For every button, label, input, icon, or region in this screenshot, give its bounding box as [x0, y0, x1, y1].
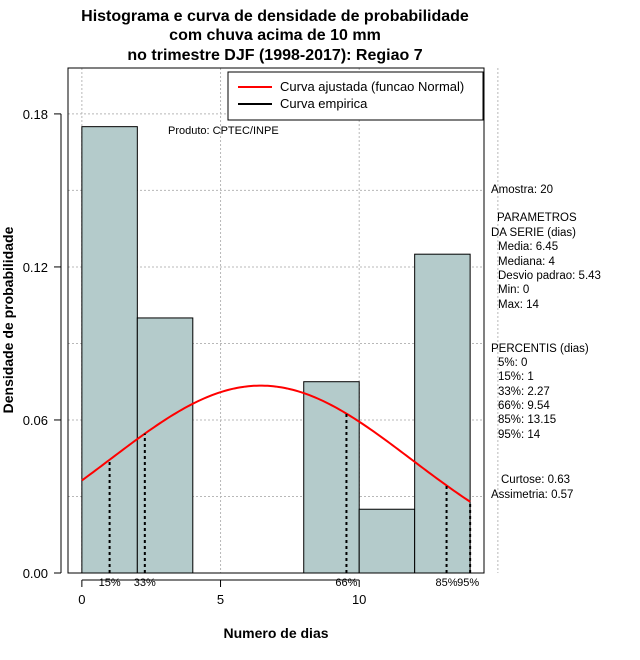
- stats-panel: Amostra: 20 PARAMETROS DA SERIE (dias) M…: [491, 184, 601, 501]
- histogram-bar-6: [414, 253, 471, 574]
- axes-layer: 0 5 10 0.00 0.06 0.12 0.18: [23, 107, 367, 607]
- legend-box: [227, 71, 484, 121]
- stat-min: Min: 0: [498, 284, 529, 296]
- chart-title-line-3: no trimestre DJF (1998-2017): Regiao 7: [127, 47, 422, 64]
- stat-assimetria: Assimetria: 0.57: [491, 489, 573, 501]
- percentile-label-2: 66%: [335, 577, 357, 589]
- chart-title-line-2: com chuva acima de 10 mm: [169, 27, 381, 44]
- stat-media: Media: 6.45: [498, 241, 558, 253]
- x-tick-label-2: 10: [352, 592, 366, 607]
- percentile-label-0: 15%: [99, 577, 121, 589]
- bars-layer: [81, 126, 471, 574]
- stat-params-subtitle: DA SERIE (dias): [491, 227, 576, 239]
- chart-title-line-1: Histograma e curva de densidade de proba…: [81, 8, 469, 25]
- y-tick-label-3: 0.18: [23, 107, 48, 122]
- curve-layer: [81, 384, 471, 503]
- x-tick-label-0: 0: [78, 592, 85, 607]
- plot-frame: [67, 67, 485, 574]
- y-tick-label-2: 0.12: [23, 260, 48, 275]
- stat-max: Max: 14: [498, 299, 540, 311]
- stat-p95: 95%: 14: [498, 429, 541, 441]
- y-tick-label-1: 0.06: [23, 413, 48, 428]
- legend-label-empirical: Curva empirica: [280, 96, 368, 111]
- histogram-bar-5: [358, 508, 416, 574]
- percentile-markers-layer: 15% 33% 66% 85% 95%: [99, 413, 479, 589]
- stat-mediana: Mediana: 4: [498, 256, 556, 268]
- percentile-label-1: 33%: [134, 577, 156, 589]
- stat-curtose: Curtose: 0.63: [501, 474, 570, 486]
- fitted-normal-curve: [81, 384, 471, 503]
- y-tick-label-0: 0.00: [23, 566, 48, 581]
- x-tick-label-1: 5: [217, 592, 224, 607]
- legend-label-fitted: Curva ajustada (funcao Normal): [280, 79, 464, 94]
- product-annotation: Produto: CPTEC/INPE: [168, 125, 279, 137]
- stat-p33: 33%: 2.27: [498, 386, 550, 398]
- stat-sample: Amostra: 20: [491, 184, 553, 196]
- stat-p5: 5%: 0: [498, 357, 527, 369]
- stat-params-title: PARAMETROS: [497, 212, 577, 224]
- stat-desvio: Desvio padrao: 5.43: [498, 270, 601, 282]
- histogram-bar-1: [136, 317, 194, 574]
- stat-p66: 66%: 9.54: [498, 400, 550, 412]
- y-axis-label: Densidade de probabilidade: [0, 226, 16, 413]
- legend: Curva ajustada (funcao Normal) Curva emp…: [227, 71, 484, 121]
- stat-p15: 15%: 1: [498, 371, 534, 383]
- histogram-bar-4: [303, 381, 360, 574]
- percentile-label-4: 95%: [457, 577, 479, 589]
- stat-p85: 85%: 13.15: [498, 414, 556, 426]
- stat-percentis-title: PERCENTIS (dias): [491, 343, 589, 355]
- x-axis-label: Numero de dias: [223, 625, 328, 641]
- percentile-label-3: 85%: [436, 577, 458, 589]
